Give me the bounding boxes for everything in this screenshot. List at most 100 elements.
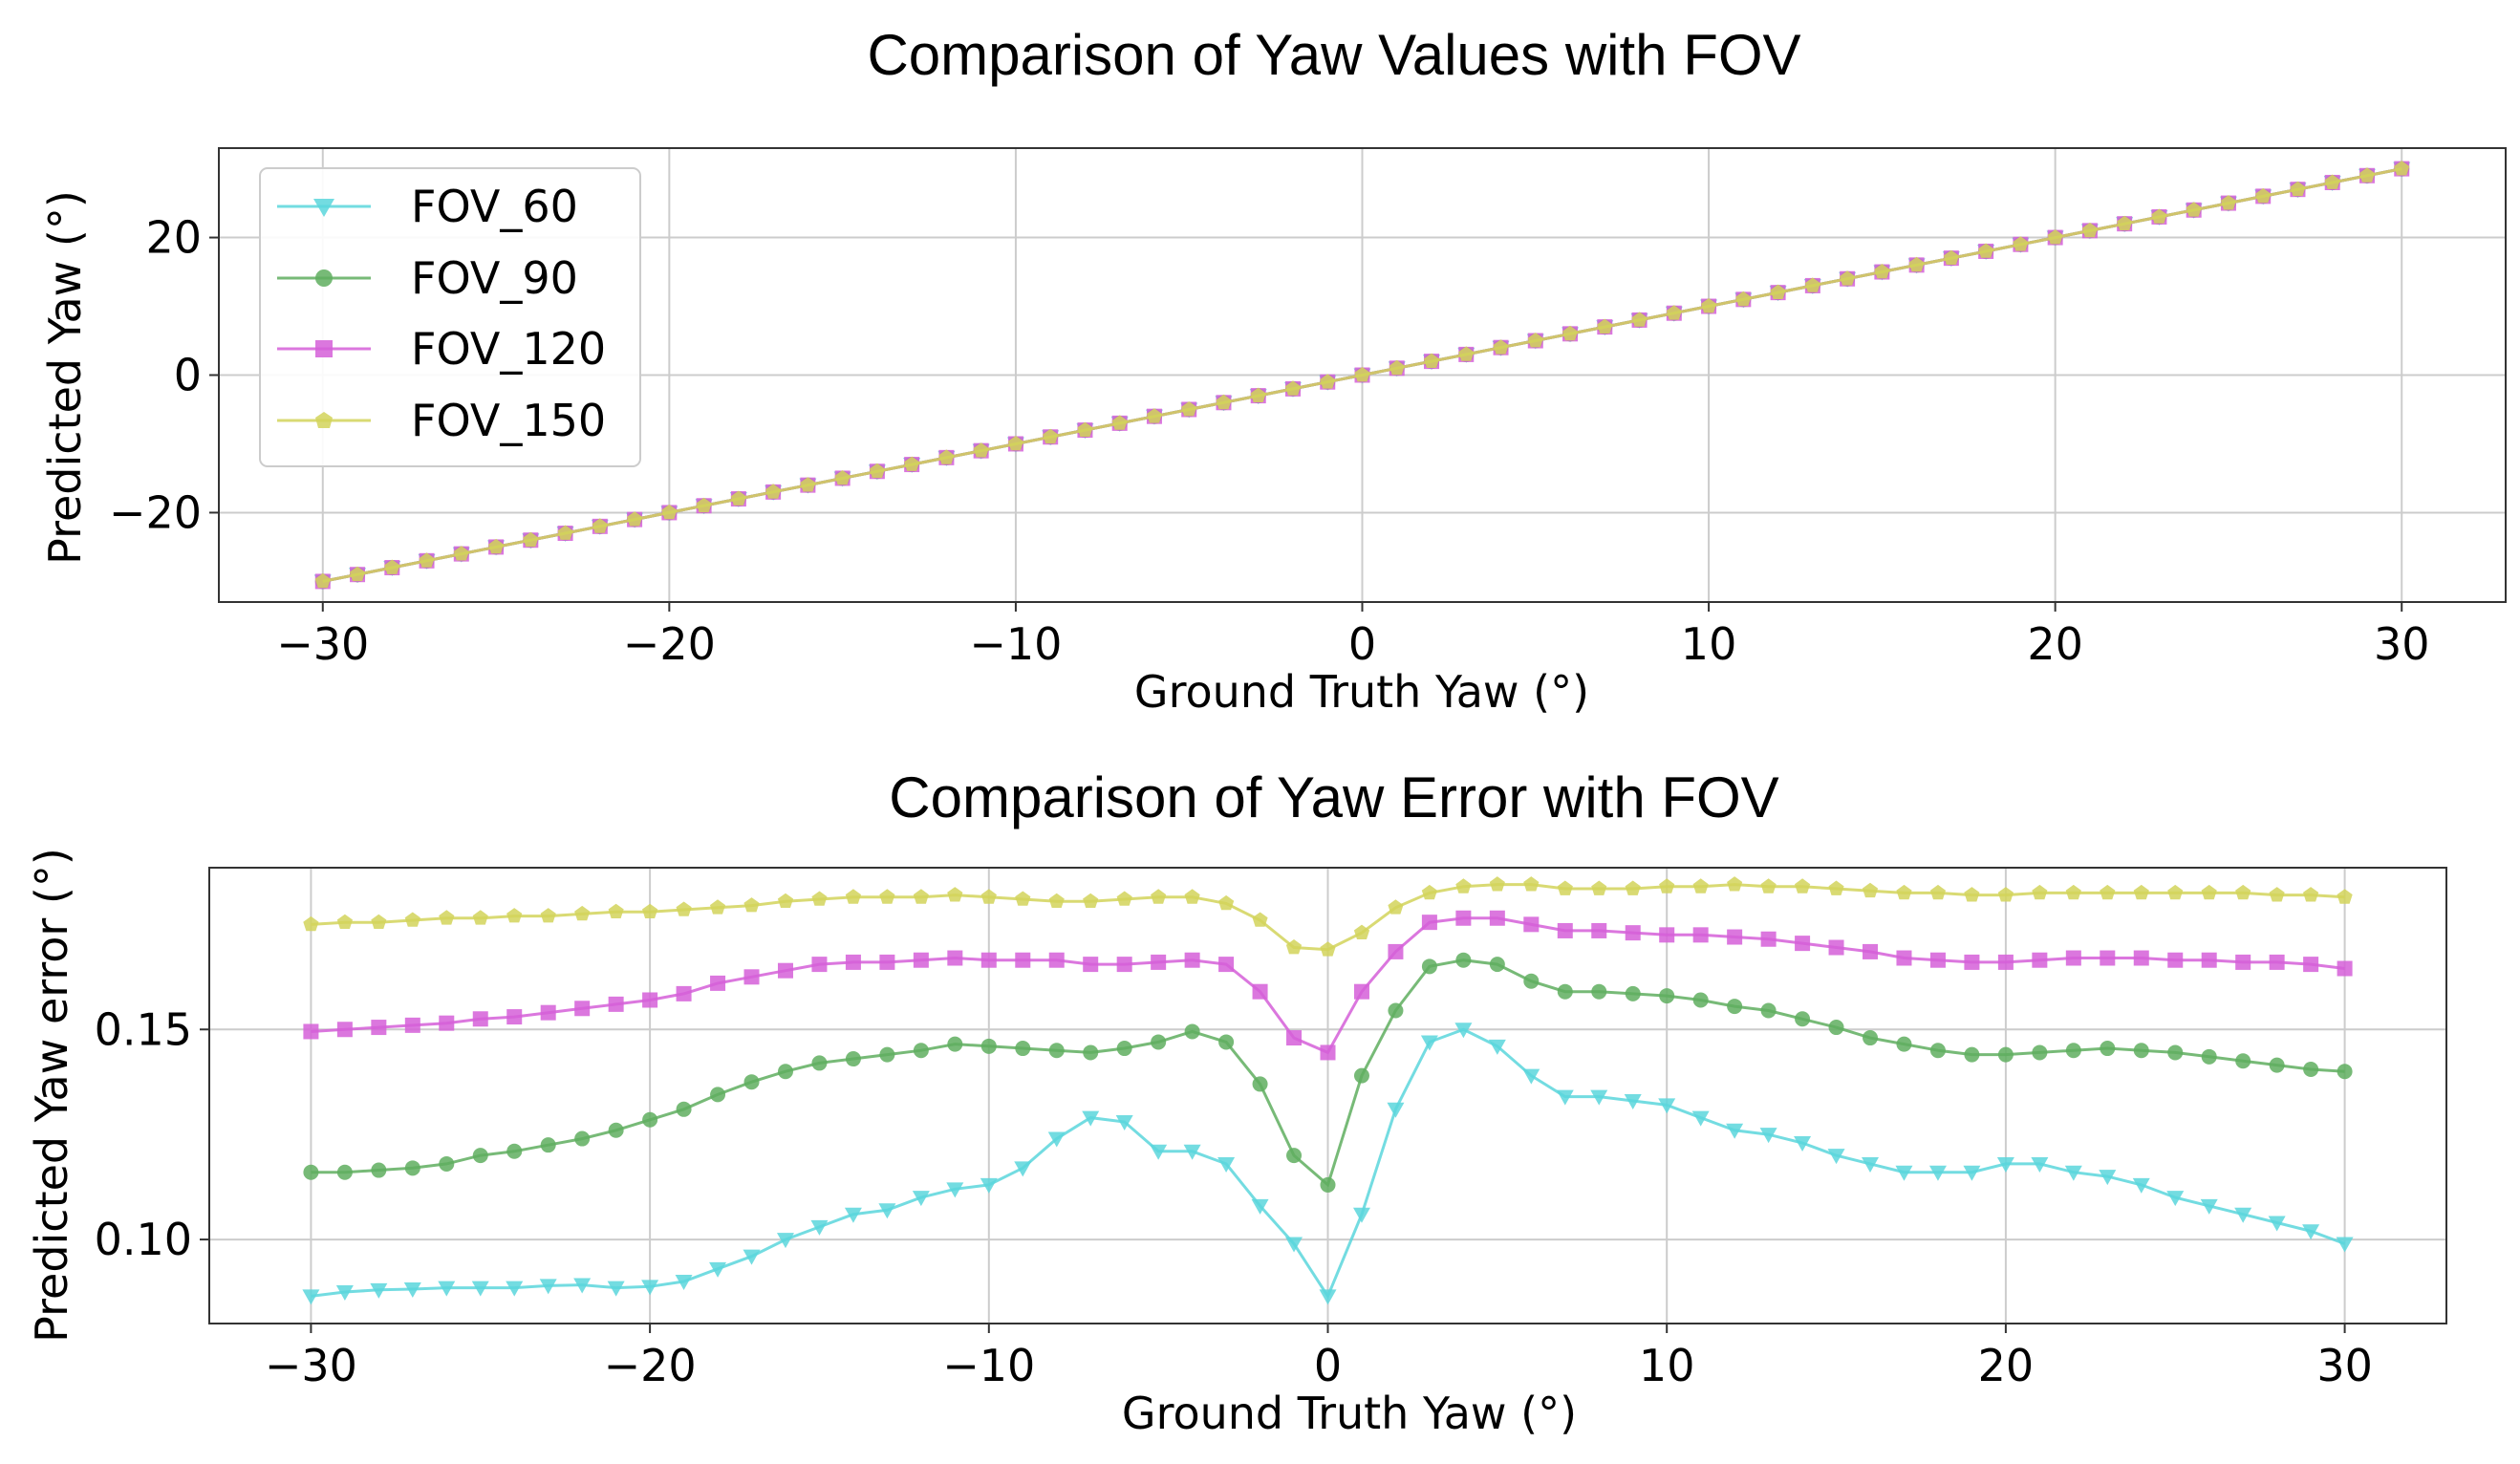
x-tick-label: 30: [2374, 618, 2430, 670]
data-point: [1014, 1161, 1032, 1177]
data-point: [506, 1281, 524, 1297]
data-point: [2186, 202, 2202, 217]
data-point: [1692, 878, 1709, 893]
chart-title: Comparison of Yaw Error with FOV: [889, 765, 1778, 829]
data-point: [912, 1191, 930, 1207]
data-point: [2032, 952, 2048, 968]
data-point: [472, 1148, 488, 1164]
data-point: [1659, 927, 1675, 943]
data-point: [1997, 887, 2014, 902]
data-point: [1874, 264, 1890, 279]
data-point: [811, 891, 828, 906]
grid-lines: [200, 868, 2446, 1333]
data-point: [2268, 1216, 2286, 1232]
x-tick-label: 10: [1639, 1340, 1695, 1391]
data-point: [2394, 161, 2410, 176]
data-point: [810, 1219, 829, 1236]
legend-marker-pentagon: [315, 412, 333, 428]
data-point: [2269, 1057, 2285, 1073]
y-tick-label: 0.15: [95, 1003, 192, 1055]
data-point: [488, 538, 505, 554]
plot-frame: [218, 147, 2507, 603]
data-point: [743, 1249, 761, 1265]
data-point: [710, 975, 726, 991]
data-point: [844, 1207, 862, 1223]
data-point: [730, 490, 746, 506]
data-point: [1218, 957, 1235, 973]
x-tick-label: −30: [265, 1340, 357, 1391]
data-point: [2324, 174, 2340, 189]
data-point: [938, 449, 955, 464]
data-point: [1522, 1068, 1540, 1085]
data-point: [845, 954, 861, 970]
data-point: [1083, 957, 1099, 973]
legend-entry-fov-60: FOV_60: [277, 181, 578, 232]
data-point: [1048, 952, 1065, 968]
data-point: [2255, 187, 2272, 204]
data-point: [2290, 181, 2306, 197]
data-point: [2167, 1044, 2184, 1061]
data-point: [540, 1137, 556, 1153]
data-point: [1625, 925, 1641, 941]
data-point: [641, 1280, 659, 1296]
data-point: [1489, 910, 1505, 926]
series-fov-90: [303, 952, 2353, 1193]
data-point: [913, 1043, 929, 1059]
data-point: [1048, 1043, 1065, 1059]
series-fov-60: [302, 1023, 2354, 1305]
data-point: [1111, 415, 1128, 430]
data-point: [1015, 952, 1031, 968]
data-point: [777, 893, 794, 908]
data-point: [1116, 891, 1132, 906]
data-point: [1726, 1123, 1744, 1139]
x-tick-label: −20: [623, 618, 716, 670]
legend-label: FOV_150: [411, 395, 606, 446]
data-point: [371, 1162, 387, 1178]
data-point: [2117, 215, 2133, 230]
x-tick-label: 10: [1681, 618, 1737, 670]
data-point: [2064, 1165, 2082, 1181]
data-point: [574, 1130, 591, 1147]
data-point: [776, 1233, 794, 1249]
data-point: [1420, 1035, 1438, 1051]
x-tick-label: −10: [969, 618, 1062, 670]
data-point: [2201, 1048, 2217, 1065]
x-axis-label: Ground Truth Yaw (°): [1134, 666, 1589, 718]
data-point: [419, 552, 435, 568]
data-point: [2337, 1064, 2353, 1080]
data-point: [980, 1038, 997, 1054]
data-point: [1727, 876, 1743, 892]
data-point: [2065, 884, 2081, 900]
data-point: [2166, 1191, 2185, 1207]
x-tick-label: 0: [1314, 1340, 1342, 1391]
data-point: [1896, 950, 1912, 966]
data-point: [540, 1004, 556, 1021]
data-point: [2303, 887, 2319, 902]
data-point: [2167, 952, 2184, 968]
data-point: [1896, 884, 1912, 900]
data-point: [1352, 1207, 1370, 1223]
data-point: [1896, 1036, 1912, 1052]
chart-yaw-error: Comparison of Yaw Error with FOV −30 −20−…: [26, 765, 2447, 1439]
data-point: [404, 1160, 420, 1176]
data-point: [1691, 1110, 1710, 1127]
data-point: [1077, 421, 1093, 437]
data-point: [743, 897, 760, 913]
data-point: [1184, 889, 1200, 904]
data-point: [1252, 1076, 1268, 1092]
x-tick-label: −30: [276, 618, 369, 670]
data-point: [1320, 1176, 1336, 1193]
data-point: [336, 914, 353, 929]
data-point: [1557, 983, 1573, 1000]
data-point: [371, 1020, 387, 1036]
data-point: [2234, 1207, 2252, 1223]
data-point: [696, 497, 712, 513]
data-point: [1421, 884, 1437, 900]
plot-frame: [208, 867, 2447, 1324]
data-point: [1082, 1110, 1100, 1127]
data-point: [1116, 1041, 1132, 1057]
data-point: [1943, 249, 1959, 265]
data-point: [811, 957, 828, 973]
data-point: [557, 525, 573, 540]
